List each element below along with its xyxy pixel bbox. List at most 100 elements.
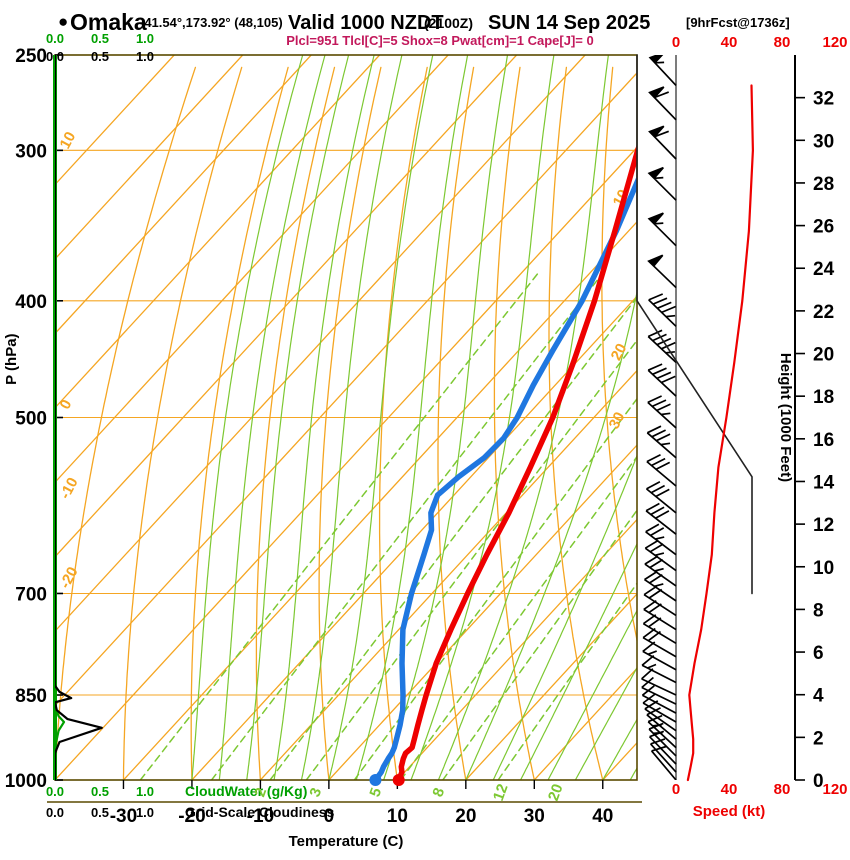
wind-barb xyxy=(647,395,677,429)
moist-adiabat-line xyxy=(355,55,469,780)
isotherm-line xyxy=(55,71,637,707)
wind-barb xyxy=(648,125,677,160)
cloudiness-scale-tick: 1.0 xyxy=(136,805,154,820)
wind-barb xyxy=(649,738,677,773)
sounding-stats: Plcl=951 Tlcl[C]=5 Shox=8 Pwat[cm]=1 Cap… xyxy=(286,33,593,48)
isotherm-line xyxy=(55,55,586,633)
speed-axis-label: Speed (kt) xyxy=(693,803,766,820)
cloudwater-scale-tick: 0.0 xyxy=(46,784,64,799)
valid-date: SUN 14 Sep 2025 xyxy=(488,12,650,34)
cloudiness-scale-tick: 0.0 xyxy=(46,805,64,820)
temperature-trace xyxy=(395,143,637,780)
speed-tick-label: 0 xyxy=(672,781,680,798)
wind-barb xyxy=(644,539,677,572)
wind-speed-trace xyxy=(686,84,754,782)
isotherm-line xyxy=(55,55,518,558)
temperature-tick-label: 30 xyxy=(524,806,545,827)
height-tick-label: 0 xyxy=(813,771,824,792)
temperature-tick-label: -10 xyxy=(247,806,274,827)
cloudwater-scale-tick: 0.0 xyxy=(46,31,64,46)
isotherm-line xyxy=(671,55,850,780)
dry-adiabat-label: 10 xyxy=(57,129,80,152)
height-tick-label: 12 xyxy=(813,515,834,536)
pressure-tick-label: 850 xyxy=(15,686,47,707)
wind-barb xyxy=(648,86,677,121)
mixing-ratio-line xyxy=(400,455,637,780)
station-coords: -41.54°,173.92° (48,105) xyxy=(140,15,283,30)
temperature-tick-label: -20 xyxy=(178,806,205,827)
height-tick-label: 6 xyxy=(813,643,824,664)
dry-adiabat-line xyxy=(751,67,850,780)
wind-barb xyxy=(648,293,677,327)
pressure-tick-label: 700 xyxy=(15,584,47,605)
dry-adiabat-line xyxy=(845,67,850,780)
temperature-tick-label: 20 xyxy=(455,806,476,827)
isotherm-line xyxy=(55,55,381,409)
dry-adiabat-label: -20 xyxy=(57,564,82,591)
height-tick-label: 26 xyxy=(813,217,834,238)
grid-lines xyxy=(55,55,850,780)
mixing-ratio-label: 8 xyxy=(429,786,448,800)
dry-adiabat-label: 20 xyxy=(608,341,631,364)
moist-adiabat-line xyxy=(465,289,637,780)
wind-barb xyxy=(646,425,677,459)
wind-barbs xyxy=(641,55,677,780)
pressure-tick-label: 500 xyxy=(15,409,47,430)
mixing-ratio-label: 12 xyxy=(490,782,512,803)
wind-barb xyxy=(644,570,677,602)
moist-adiabat-line xyxy=(437,55,609,780)
height-tick-label: 28 xyxy=(813,174,834,195)
height-tick-label: 14 xyxy=(813,472,835,493)
wind-barb xyxy=(650,745,677,780)
moist-adiabat-line xyxy=(520,542,637,780)
speed-tick-label: 120 xyxy=(822,781,847,798)
moist-adiabat-line xyxy=(328,55,434,780)
temperature-tick-label: 40 xyxy=(592,806,613,827)
wind-panel-boundary xyxy=(636,54,753,595)
dry-adiabat-label: 30 xyxy=(606,409,629,432)
dry-adiabat-line xyxy=(255,66,336,780)
isotherm-line xyxy=(55,146,637,780)
dry-adiabat-line xyxy=(55,66,197,780)
height-tick-label: 30 xyxy=(813,131,834,152)
moist-adiabat-line xyxy=(574,666,637,780)
mixing-ratio-line xyxy=(139,273,539,780)
valid-time-utc: (2100Z) xyxy=(424,15,473,31)
pressure-tick-label: 300 xyxy=(15,141,47,162)
moist-adiabat-line xyxy=(410,55,555,780)
moist-adiabat-line xyxy=(492,454,637,780)
height-tick-label: 4 xyxy=(813,686,824,707)
cloudwater-scale-tick: 0.5 xyxy=(91,31,109,46)
dry-adiabat-line xyxy=(122,66,243,780)
dry-adiabat-line xyxy=(437,66,475,780)
forecast-lead: [9hrFcst@1736z] xyxy=(686,15,790,30)
wind-barb xyxy=(647,363,677,397)
dry-adiabat-label: 0 xyxy=(57,397,76,412)
moist-adiabat-line xyxy=(300,55,403,780)
isotherm-line xyxy=(55,55,312,335)
wind-barb xyxy=(647,329,677,364)
cloudwater-axis-label: CloudWater (g/Kg) xyxy=(185,783,307,799)
speed-tick-label: 80 xyxy=(774,34,791,51)
wind-barb xyxy=(648,55,677,87)
moist-adiabat-line xyxy=(629,766,637,780)
temperature-tick-label: -30 xyxy=(110,806,137,827)
height-tick-label: 8 xyxy=(813,600,824,621)
isotherm-line xyxy=(259,369,637,780)
wind-barb xyxy=(647,166,677,201)
speed-tick-label: 0 xyxy=(672,34,680,51)
isotherm-line xyxy=(55,55,244,260)
dry-adiabat-line xyxy=(493,66,535,780)
height-tick-label: 20 xyxy=(813,345,834,366)
cloudwater-scale-tick: 1.0 xyxy=(136,31,154,46)
wind-barb xyxy=(646,453,677,487)
pressure-tick-label: 1000 xyxy=(5,771,47,792)
valid-time: Valid 1000 NZDT xyxy=(288,12,444,34)
cloudiness-axis-label: Grid-Scale Cloudiness xyxy=(185,804,335,820)
moist-adiabat-line xyxy=(246,55,350,780)
mixing-ratio-line xyxy=(305,339,637,780)
height-tick-label: 2 xyxy=(813,728,824,749)
wind-barb xyxy=(647,212,677,247)
cloudiness-scale-tick: 0.5 xyxy=(91,49,109,64)
